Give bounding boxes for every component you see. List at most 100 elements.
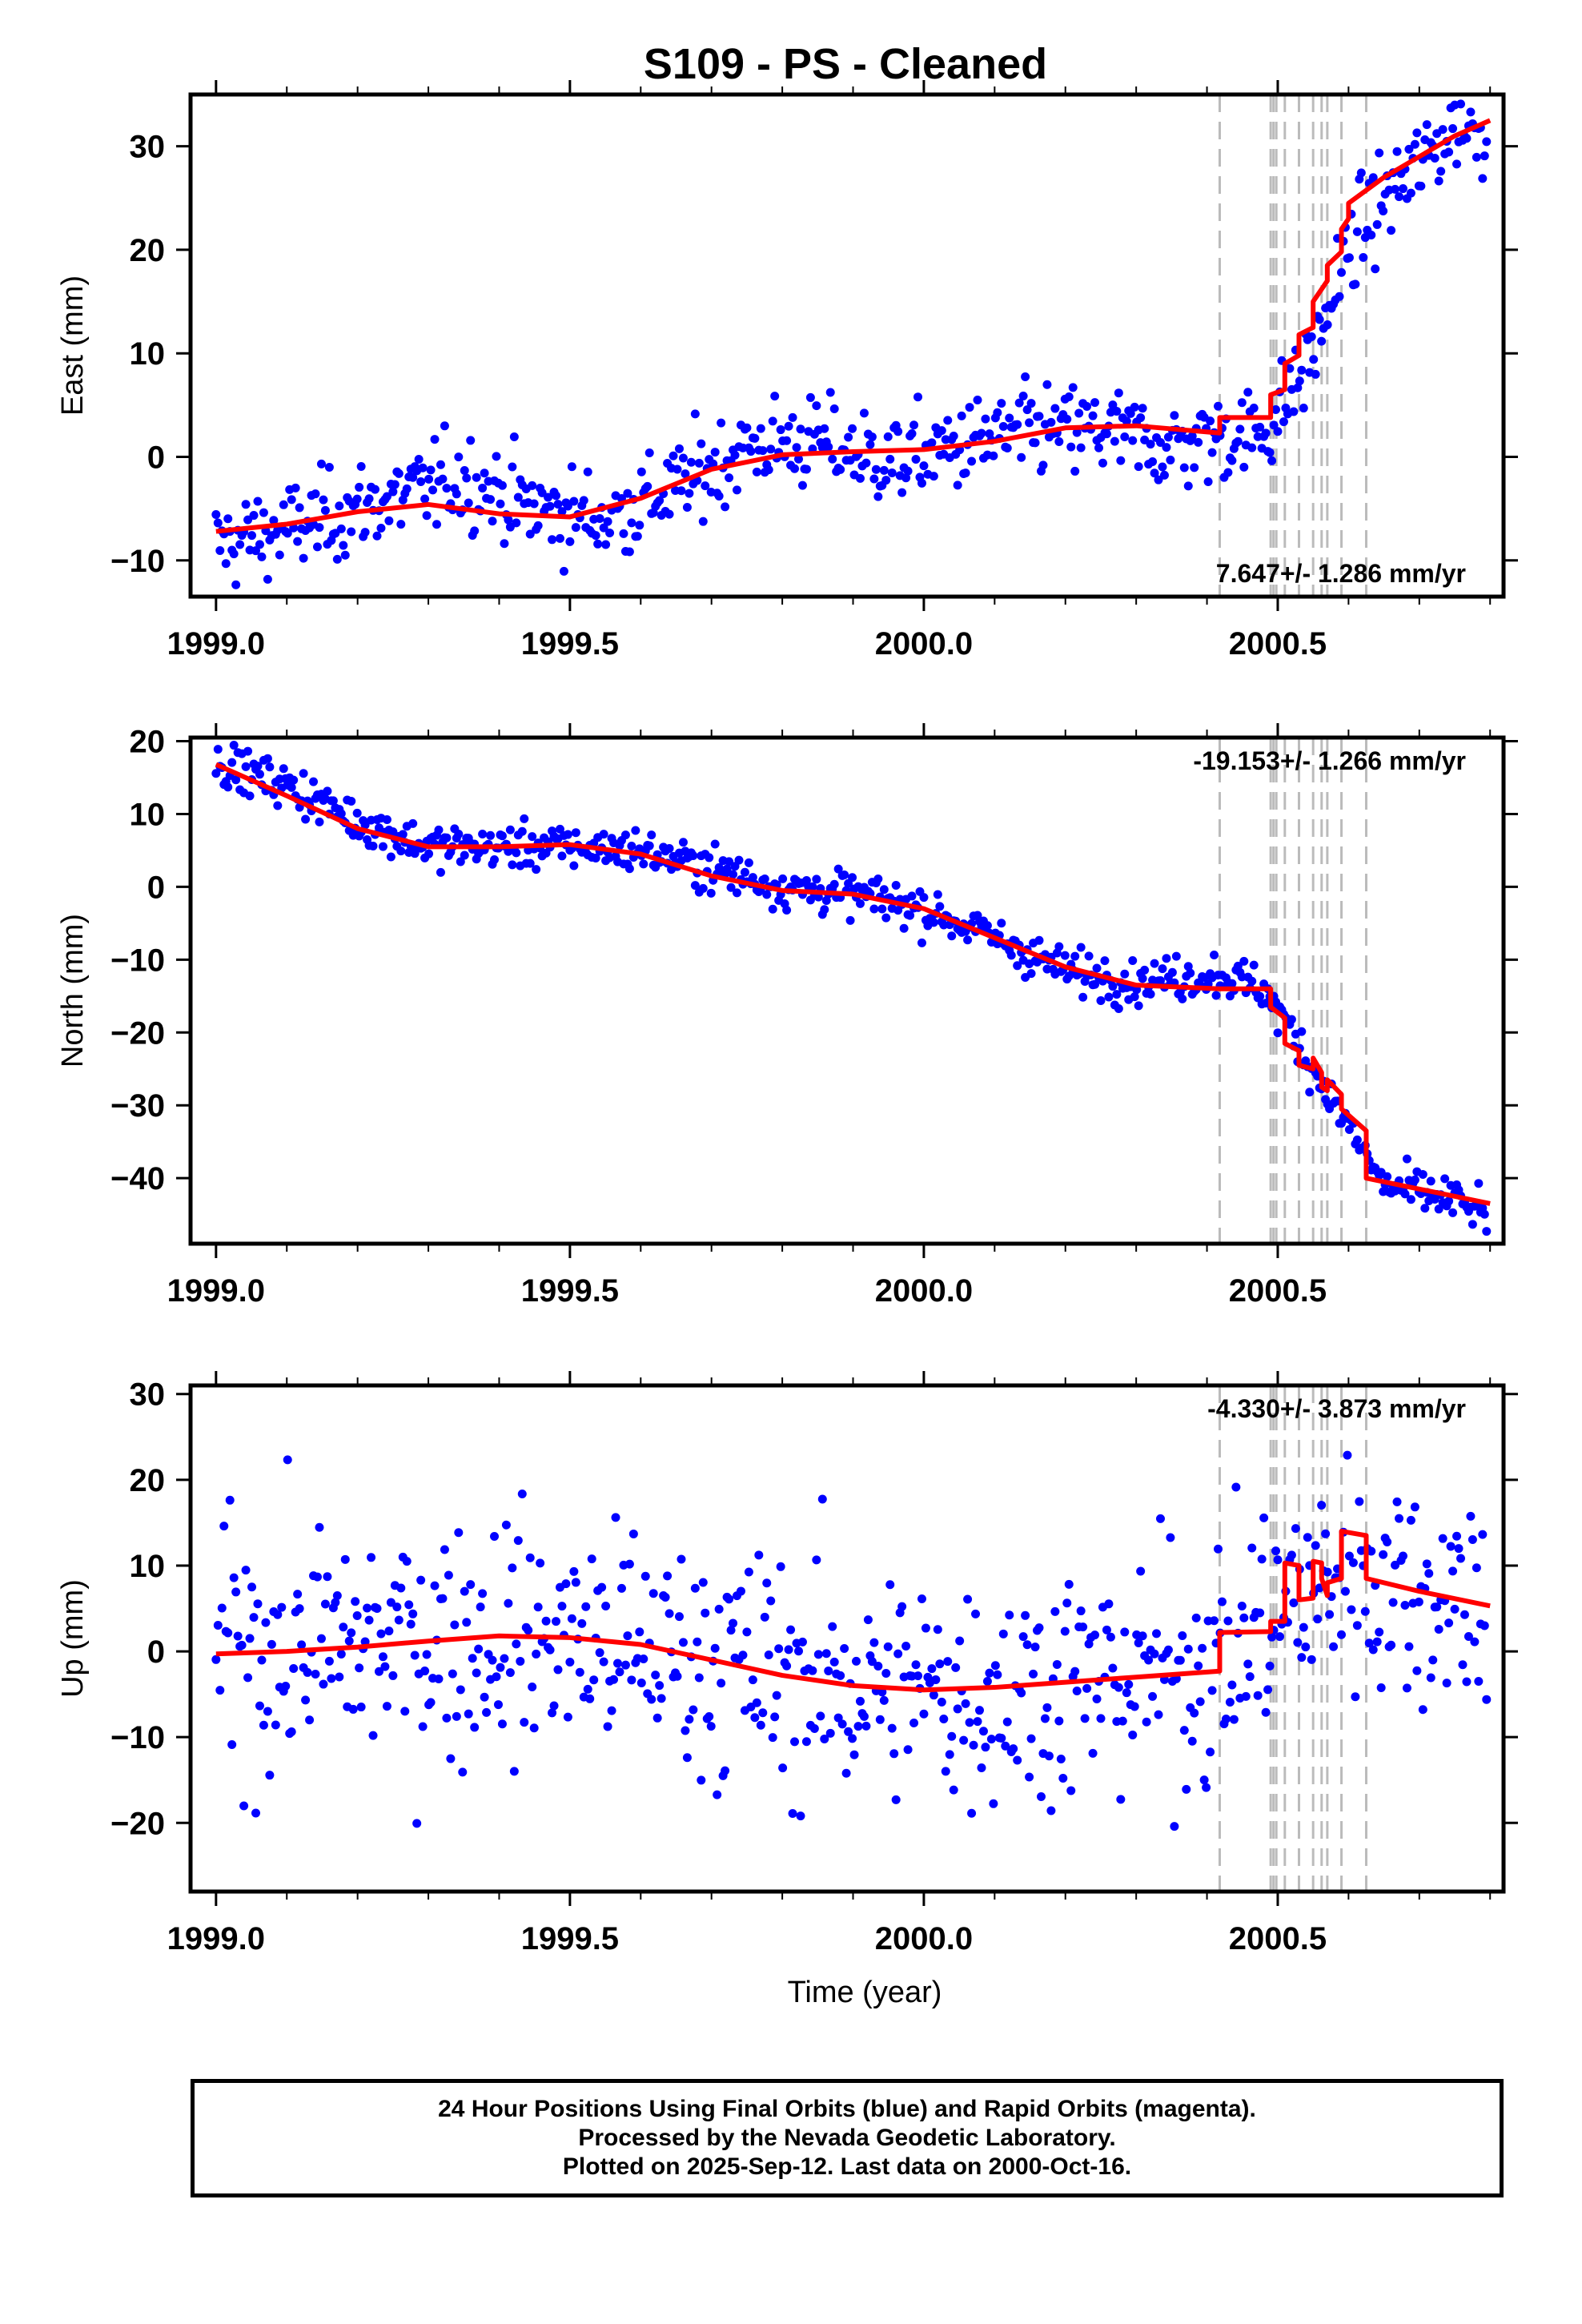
data-point: [963, 1594, 973, 1604]
data-point: [766, 1596, 776, 1606]
data-point: [1434, 1624, 1443, 1634]
data-point: [1138, 1631, 1147, 1641]
data-point: [742, 423, 752, 432]
data-point: [1442, 1679, 1452, 1688]
data-point: [754, 1550, 764, 1560]
data-point: [1336, 1630, 1346, 1639]
data-point: [504, 515, 513, 525]
data-point: [1424, 1569, 1434, 1578]
data-point: [1418, 1170, 1427, 1180]
data-point: [529, 1723, 539, 1733]
data-point: [1379, 206, 1388, 215]
data-point: [1187, 1736, 1197, 1746]
data-point: [1400, 1189, 1410, 1199]
data-point: [1076, 443, 1086, 452]
data-point: [303, 1667, 312, 1677]
data-point: [790, 1737, 800, 1747]
data-point: [1046, 1806, 1056, 1815]
data-point: [840, 1643, 849, 1653]
data-point: [591, 853, 600, 862]
data-point: [364, 1615, 374, 1625]
data-point: [647, 830, 656, 840]
data-point: [528, 480, 537, 490]
data-point: [873, 492, 883, 501]
data-point: [1179, 463, 1189, 472]
data-point: [1042, 380, 1052, 389]
data-point: [632, 532, 642, 541]
data-point: [1291, 1524, 1300, 1534]
data-point: [563, 1712, 572, 1722]
data-point: [486, 495, 496, 505]
data-point: [504, 1598, 513, 1608]
data-point: [772, 1691, 781, 1700]
data-point: [722, 864, 732, 874]
data-point: [563, 830, 572, 839]
data-point: [1247, 1543, 1257, 1553]
data-point: [1448, 124, 1458, 134]
data-point: [1182, 1784, 1191, 1794]
x-tick-label: 2000.5: [1229, 1273, 1327, 1309]
data-point: [1018, 1632, 1028, 1642]
data-point: [1352, 1135, 1362, 1144]
data-point: [973, 396, 982, 405]
data-point: [468, 1654, 477, 1663]
data-point: [1410, 139, 1419, 149]
data-point: [1309, 355, 1319, 364]
data-point: [1114, 1003, 1123, 1013]
data-point: [897, 488, 907, 497]
data-point: [1021, 372, 1030, 382]
rate-label: -4.330+/- 3.873 mm/yr: [1207, 1394, 1466, 1423]
data-point: [579, 496, 588, 505]
data-point: [273, 801, 283, 810]
data-point: [253, 497, 263, 506]
data-point: [661, 1593, 670, 1602]
data-point: [1116, 1795, 1126, 1804]
data-point: [1434, 176, 1443, 186]
data-point: [434, 1674, 444, 1683]
y-tick-label: 10: [130, 1549, 166, 1584]
data-point: [1440, 1174, 1450, 1184]
data-point: [217, 1603, 227, 1613]
data-point: [1005, 1610, 1014, 1620]
data-point: [1364, 1638, 1374, 1648]
data-point: [1171, 951, 1181, 961]
data-point: [717, 1679, 726, 1688]
data-point: [327, 1674, 336, 1683]
data-point: [289, 775, 299, 785]
data-point: [1375, 1627, 1384, 1637]
data-point: [434, 825, 444, 834]
data-point: [1130, 402, 1139, 412]
data-point: [380, 1662, 390, 1671]
data-point: [520, 814, 529, 823]
data-point: [1243, 388, 1253, 397]
data-point: [1072, 428, 1082, 437]
data-point: [883, 1642, 893, 1651]
data-point: [933, 890, 942, 899]
data-point: [750, 1713, 760, 1723]
data-point: [259, 1720, 268, 1730]
data-point: [537, 488, 547, 497]
data-point: [1128, 955, 1138, 965]
data-point: [426, 1698, 436, 1707]
data-point: [1398, 184, 1407, 194]
data-point: [233, 1631, 243, 1641]
data-point: [1068, 383, 1078, 392]
data-point: [372, 1604, 382, 1614]
data-point: [492, 1672, 501, 1682]
data-point: [347, 527, 356, 537]
data-point: [436, 867, 445, 877]
data-point: [388, 827, 398, 837]
data-point: [497, 480, 507, 490]
data-point: [355, 1663, 364, 1673]
data-point: [1206, 416, 1215, 426]
data-point: [1066, 1786, 1076, 1795]
data-point: [470, 1723, 480, 1732]
data-point: [255, 1701, 264, 1711]
data-point: [825, 388, 835, 397]
data-point: [768, 904, 777, 914]
data-point: [371, 485, 380, 494]
data-point: [901, 473, 911, 483]
x-tick-label: 2000.0: [875, 1273, 973, 1309]
data-point: [557, 507, 567, 517]
data-point: [623, 1631, 632, 1641]
